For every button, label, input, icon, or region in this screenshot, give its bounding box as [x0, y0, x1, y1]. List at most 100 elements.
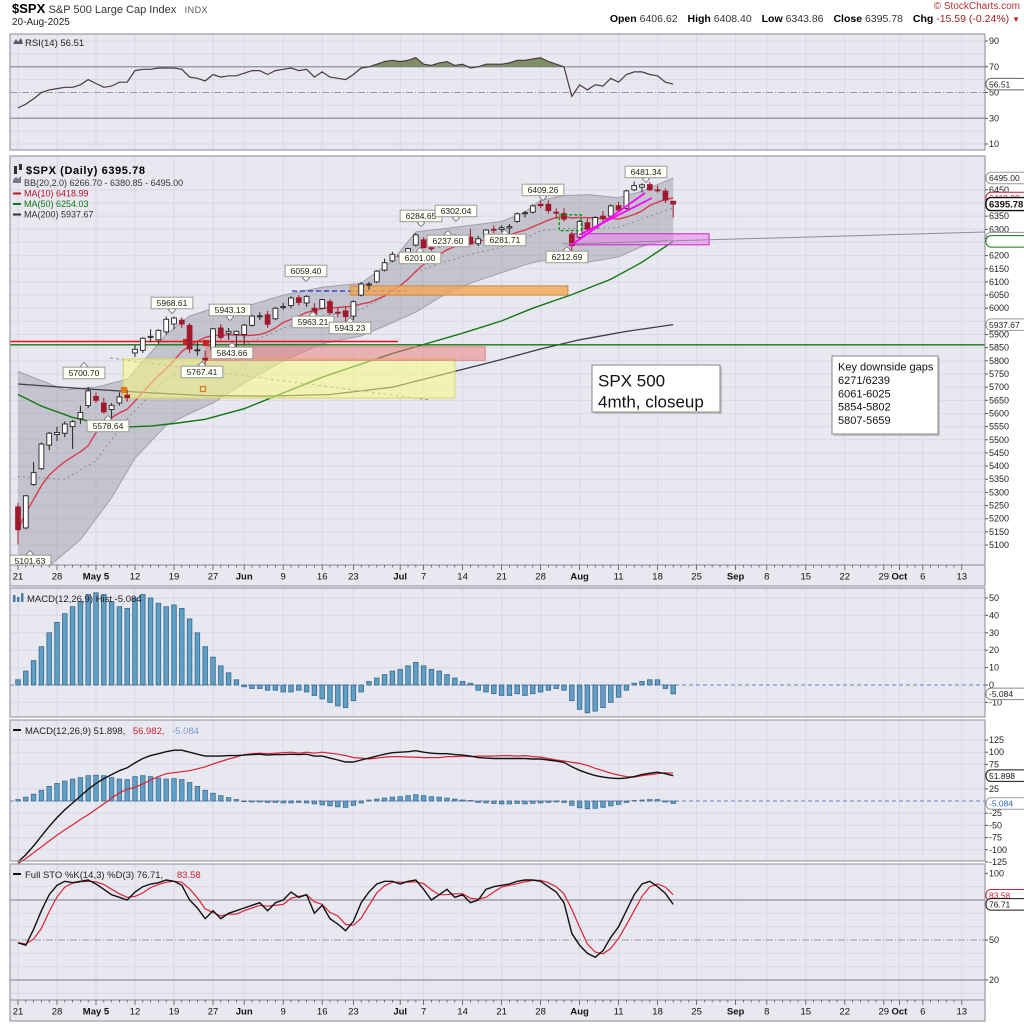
svg-text:25: 25	[691, 572, 702, 583]
svg-text:6395.78: 6395.78	[989, 199, 1023, 210]
svg-text:5943.23: 5943.23	[335, 323, 366, 333]
price-callout	[398, 251, 442, 265]
stoch-d-line	[17, 879, 674, 955]
svg-text:Oct: Oct	[891, 1007, 908, 1018]
svg-text:-5.084: -5.084	[989, 799, 1013, 809]
symbol-block: $SPX S&P 500 Large Cap Index INDX 20-Aug…	[12, 1, 208, 28]
svg-text:28: 28	[52, 572, 63, 583]
svg-text:7: 7	[421, 1007, 426, 1018]
high-label: High	[687, 13, 711, 25]
overlay-legend-item: MA(200) 5937.67	[24, 210, 94, 220]
price-callout	[545, 250, 589, 264]
chg-value: -15.59 (-0.24%)	[936, 13, 1010, 25]
svg-text:Sep: Sep	[727, 1007, 745, 1018]
svg-text:9: 9	[281, 1007, 286, 1018]
svg-text:5767.41: 5767.41	[187, 367, 218, 377]
svg-text:50: 50	[989, 593, 999, 603]
svg-text:14: 14	[457, 1007, 468, 1018]
svg-text:6284.65: 6284.65	[406, 211, 437, 221]
svg-text:Aug: Aug	[570, 1007, 589, 1018]
svg-text:10: 10	[989, 663, 999, 673]
svg-text:100: 100	[989, 747, 1004, 757]
stockcharts-credit: © StockCharts.com	[933, 1, 1020, 12]
svg-text:7: 7	[421, 572, 426, 583]
svg-text:5937.67: 5937.67	[989, 320, 1020, 330]
low-label: Low	[761, 13, 783, 25]
svg-text:Jun: Jun	[236, 1007, 253, 1018]
svg-text:5854-5802: 5854-5802	[838, 402, 891, 414]
chg-label: Chg	[912, 13, 934, 25]
svg-text:-100: -100	[989, 845, 1007, 855]
symbol-ticker: $SPX	[12, 1, 46, 16]
quote-block: © StockCharts.com Open 6406.62 High 6408…	[603, 1, 1020, 25]
svg-text:100: 100	[989, 868, 1004, 878]
svg-text:5943.13: 5943.13	[215, 305, 246, 315]
svg-text:Oct: Oct	[891, 572, 908, 583]
panel-price: 5101.63 5578.64 5700.70 5767.41 5843.66 5968.…	[9, 155, 1024, 566]
svg-text:5250: 5250	[989, 501, 1009, 511]
svg-text:4mth, closeup: 4mth, closeup	[598, 392, 704, 411]
stoch-legend-part: 83.58	[177, 870, 201, 881]
svg-text:27: 27	[208, 1007, 219, 1018]
low-value: 6343.86	[785, 13, 824, 25]
svg-text:6300: 6300	[989, 224, 1009, 234]
svg-text:40: 40	[989, 610, 999, 620]
svg-text:125: 125	[989, 735, 1004, 745]
price-callout	[426, 234, 470, 248]
svg-text:20: 20	[989, 645, 999, 655]
price-callout	[86, 419, 130, 433]
svg-text:51.898: 51.898	[989, 771, 1015, 781]
price-callout	[208, 303, 252, 317]
svg-text:30: 30	[989, 628, 999, 638]
svg-text:5843.66: 5843.66	[217, 348, 248, 358]
svg-text:28: 28	[52, 1007, 63, 1018]
svg-text:5100: 5100	[989, 540, 1009, 550]
chart-note	[591, 364, 721, 413]
date-axis-bottom: 21 28 May 5 12 19 27 Jun 9 16 23 Jul 7 14 21 28 Aug 11 18…	[9, 999, 986, 1022]
gaps-note	[831, 355, 939, 435]
price-callout	[483, 233, 527, 247]
macd-hist-bars-small	[15, 774, 676, 810]
svg-text:6450: 6450	[989, 185, 1009, 195]
svg-text:6302.04: 6302.04	[441, 206, 472, 216]
overlay-legend-item: BB(20,2.0) 6266.70 - 6380.85 - 6495.00	[24, 178, 183, 188]
svg-text:5650: 5650	[989, 395, 1009, 405]
svg-text:11: 11	[614, 572, 624, 583]
svg-text:5700.70: 5700.70	[69, 368, 100, 378]
svg-text:6: 6	[920, 1007, 925, 1018]
macd-signal-line	[17, 751, 674, 865]
svg-text:SPX 500: SPX 500	[598, 372, 665, 391]
svg-text:15: 15	[801, 1007, 812, 1018]
svg-text:-5.084: -5.084	[989, 689, 1013, 699]
svg-text:75: 75	[989, 759, 999, 769]
svg-text:11: 11	[614, 1007, 624, 1018]
svg-text:27: 27	[208, 572, 219, 583]
svg-text:5350: 5350	[989, 474, 1009, 484]
annotation-line	[569, 192, 646, 247]
svg-text:5963.21: 5963.21	[298, 317, 329, 327]
svg-text:6201.00: 6201.00	[405, 253, 436, 263]
down-triangle-icon: ▼	[1012, 15, 1020, 24]
svg-text:6481.34: 6481.34	[631, 167, 662, 177]
svg-text:May 5: May 5	[83, 572, 110, 583]
price-legend-title: $SPX (Daily) 6395.78	[26, 165, 146, 177]
svg-text:6000: 6000	[989, 303, 1009, 313]
svg-text:6059.40: 6059.40	[291, 266, 322, 276]
svg-text:Jul: Jul	[393, 1007, 407, 1018]
open-label: Open	[609, 13, 637, 25]
svg-text:6: 6	[920, 572, 925, 583]
svg-text:6271/6239: 6271/6239	[838, 375, 890, 387]
svg-text:6237.60: 6237.60	[433, 236, 464, 246]
svg-text:5900: 5900	[989, 330, 1009, 340]
chart-date: 20-Aug-2025	[12, 17, 70, 28]
macd-legend-part: MACD(12,26,9) 51.898,	[25, 726, 125, 737]
svg-text:23: 23	[348, 572, 359, 583]
svg-text:Aug: Aug	[570, 572, 589, 583]
svg-text:21: 21	[496, 572, 507, 583]
svg-text:6212.69: 6212.69	[552, 252, 583, 262]
svg-text:6409.26: 6409.26	[528, 185, 559, 195]
svg-text:5850: 5850	[989, 343, 1009, 353]
svg-text:10: 10	[989, 139, 999, 149]
